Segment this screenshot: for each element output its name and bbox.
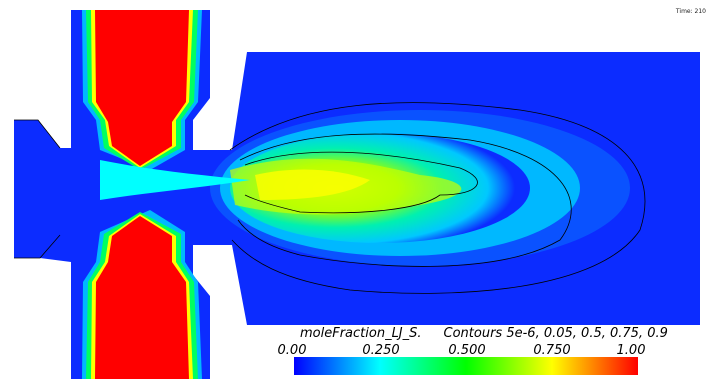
colorbar-tick-3: 0.750: [533, 343, 571, 358]
colorbar-tick-1: 0.250: [362, 343, 400, 358]
colorbar-tick-4: 1.00: [616, 343, 646, 358]
legend-contours: Contours 5e-6, 0.05, 0.5, 0.75, 0.9: [443, 326, 668, 341]
colorbar: [294, 357, 638, 375]
contour-lines: [14, 102, 646, 294]
jet-channel: [82, 10, 250, 379]
time-label: Time: 210: [675, 8, 706, 15]
legend-field-name: moleFraction_LJ_S.: [300, 326, 422, 341]
colorbar-tick-2: 0.500: [448, 343, 486, 358]
plume-field: [210, 110, 630, 266]
legend-title: moleFraction_LJ_S. Contours 5e-6, 0.05, 0…: [300, 326, 668, 341]
colorbar-tick-0: 0.00: [277, 343, 307, 358]
